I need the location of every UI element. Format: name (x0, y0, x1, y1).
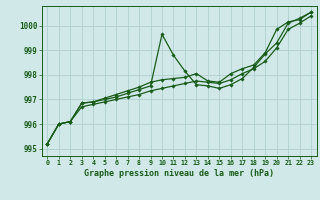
X-axis label: Graphe pression niveau de la mer (hPa): Graphe pression niveau de la mer (hPa) (84, 169, 274, 178)
